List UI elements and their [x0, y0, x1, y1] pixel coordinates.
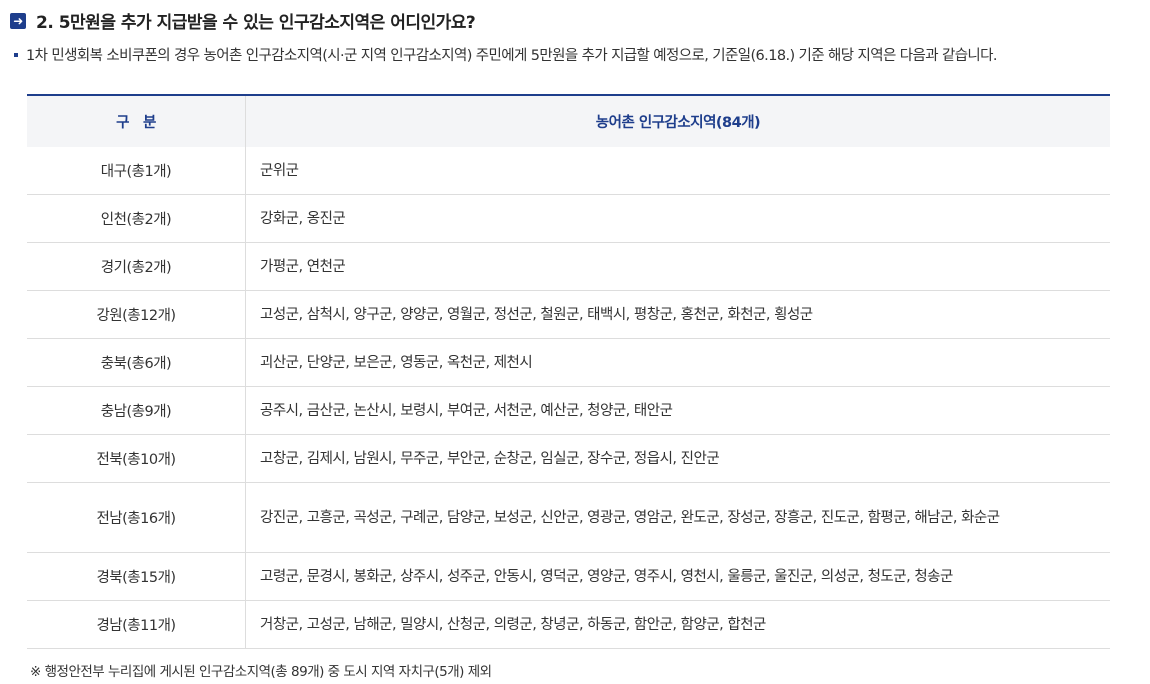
areas-cell: 고창군, 김제시, 남원시, 무주군, 부안군, 순창군, 임실군, 장수군, …: [245, 434, 1110, 483]
description: 1차 민생회복 소비쿠폰의 경우 농어촌 인구감소지역(시·군 지역 인구감소지…: [14, 44, 1109, 68]
region-cell: 대구(총1개): [27, 147, 246, 195]
region-cell: 경남(총11개): [27, 600, 246, 649]
region-cell: 충북(총6개): [27, 338, 246, 387]
table-row: 전북(총10개) 고창군, 김제시, 남원시, 무주군, 부안군, 순창군, 임실…: [27, 434, 1110, 483]
bullet-icon: [14, 53, 18, 57]
areas-cell: 강화군, 옹진군: [245, 194, 1110, 243]
table-row: 대구(총1개) 군위군: [27, 147, 1110, 195]
arrow-right-icon: ➜: [10, 12, 26, 29]
region-cell: 경북(총15개): [27, 552, 246, 601]
region-cell: 경기(총2개): [27, 242, 246, 291]
header-category: 구 분: [27, 95, 246, 147]
table-row: 경남(총11개) 거창군, 고성군, 남해군, 밀양시, 산청군, 의령군, 창녕…: [27, 600, 1110, 649]
footnote: ※ 행정안전부 누리집에 게시된 인구감소지역(총 89개) 중 도시 지역 자…: [30, 664, 492, 680]
region-cell: 전남(총16개): [27, 482, 246, 553]
areas-cell: 고성군, 삼척시, 양구군, 양양군, 영월군, 정선군, 철원군, 태백시, …: [245, 290, 1110, 339]
table-row: 충북(총6개) 괴산군, 단양군, 보은군, 영동군, 옥천군, 제천시: [27, 338, 1110, 387]
regions-table: 구 분 농어촌 인구감소지역(84개) 대구(총1개) 군위군 인천(총2개) 강화군…: [27, 94, 1110, 649]
areas-cell: 고령군, 문경시, 봉화군, 상주시, 성주군, 안동시, 영덕군, 영양군, …: [245, 552, 1110, 601]
title-text: 2. 5만원을 추가 지급받을 수 있는 인구감소지역은 어디인가요?: [36, 13, 476, 33]
region-cell: 충남(총9개): [27, 386, 246, 435]
table-row: 경기(총2개) 가평군, 연천군: [27, 242, 1110, 291]
description-text: 1차 민생회복 소비쿠폰의 경우 농어촌 인구감소지역(시·군 지역 인구감소지…: [26, 48, 998, 64]
region-cell: 강원(총12개): [27, 290, 246, 339]
section-title: ➜ 2. 5만원을 추가 지급받을 수 있는 인구감소지역은 어디인가요?: [10, 8, 476, 33]
region-cell: 전북(총10개): [27, 434, 246, 483]
header-areas: 농어촌 인구감소지역(84개): [595, 115, 761, 131]
areas-cell: 공주시, 금산군, 논산시, 보령시, 부여군, 서천군, 예산군, 청양군, …: [245, 386, 1110, 435]
areas-cell: 군위군: [245, 147, 1110, 195]
table-row: 충남(총9개) 공주시, 금산군, 논산시, 보령시, 부여군, 서천군, 예산군…: [27, 386, 1110, 435]
table-row: 경북(총15개) 고령군, 문경시, 봉화군, 상주시, 성주군, 안동시, 영덕…: [27, 552, 1110, 601]
table-row: 전남(총16개) 강진군, 고흥군, 곡성군, 구례군, 담양군, 보성군, 신안…: [27, 482, 1110, 553]
areas-cell: 괴산군, 단양군, 보은군, 영동군, 옥천군, 제천시: [245, 338, 1110, 387]
areas-cell: 거창군, 고성군, 남해군, 밀양시, 산청군, 의령군, 창녕군, 하동군, …: [245, 600, 1110, 649]
table-row: 강원(총12개) 고성군, 삼척시, 양구군, 양양군, 영월군, 정선군, 철원…: [27, 290, 1110, 339]
table-row: 인천(총2개) 강화군, 옹진군: [27, 194, 1110, 243]
region-cell: 인천(총2개): [27, 194, 246, 243]
areas-cell: 가평군, 연천군: [245, 242, 1110, 291]
table-header: 구 분 농어촌 인구감소지역(84개): [27, 95, 1110, 147]
areas-cell: 강진군, 고흥군, 곡성군, 구례군, 담양군, 보성군, 신안군, 영광군, …: [245, 482, 1110, 553]
